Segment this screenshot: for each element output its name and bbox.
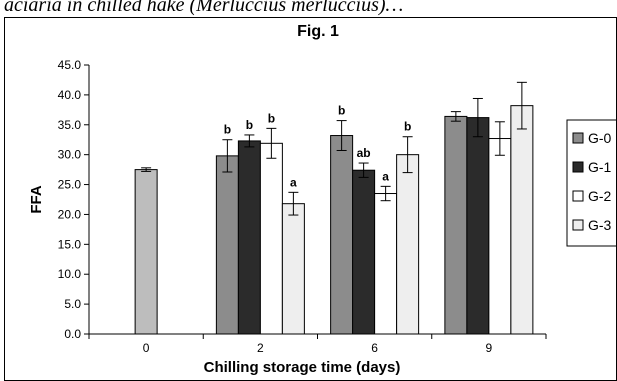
legend-label: G-3: [588, 217, 612, 233]
significance-label: ab: [357, 146, 371, 160]
legend-label: G-2: [588, 188, 612, 204]
x-tick-label: 0: [143, 341, 150, 355]
significance-label: b: [224, 123, 231, 137]
bar-g-2: [374, 193, 398, 335]
y-tick-label: 25.0: [58, 178, 82, 192]
legend-swatch: [572, 161, 584, 173]
x-tick-label: 9: [486, 341, 493, 355]
y-tick-label: 40.0: [58, 88, 82, 102]
bar-g-3: [510, 105, 534, 335]
legend-label: G-0: [588, 130, 612, 146]
y-tick-label: 20.0: [58, 207, 82, 221]
significance-label: b: [268, 111, 275, 125]
legend-swatch: [572, 132, 584, 144]
bar-g-2: [488, 138, 512, 335]
bar-g-1: [466, 117, 490, 335]
significance-label: b: [404, 120, 411, 134]
legend-swatch: [572, 190, 584, 202]
significance-label: a: [382, 169, 389, 183]
bar-g-1: [237, 140, 261, 335]
significance-label: b: [246, 118, 253, 132]
y-tick-label: 10.0: [58, 267, 82, 281]
bar-g-3: [396, 154, 420, 335]
bar-g-0: [215, 155, 239, 335]
y-axis-title: FFA: [28, 185, 45, 213]
x-tick-label: 2: [257, 341, 264, 355]
figure-caption: aciaria in chilled hake (Merluccius merl…: [4, 0, 404, 16]
y-tick-label: 45.0: [58, 58, 82, 72]
significance-label: b: [338, 104, 345, 118]
x-tick-label: 6: [371, 341, 378, 355]
y-tick-label: 30.0: [58, 148, 82, 162]
bar-g-1: [352, 169, 376, 335]
figure-frame: Fig. 1 0.0 5.0 10.0 15.0 20.0 25.0 30.0 35.0 40.0…: [4, 17, 617, 381]
legend-label: G-1: [588, 159, 612, 175]
bar-baseline: [134, 169, 158, 335]
bar-chart: Fig. 1 0.0 5.0 10.0 15.0 20.0 25.0 30.0 35.0 40.0…: [28, 23, 616, 376]
bar-g-3: [281, 203, 305, 335]
x-axis-title: Chilling storage time (days): [204, 359, 401, 376]
significance-label: a: [290, 175, 297, 189]
bar-g-0: [330, 135, 354, 335]
y-tick-label: 35.0: [58, 118, 82, 132]
bar-g-0: [444, 115, 468, 335]
y-tick-label: 0.0: [64, 327, 81, 341]
bar-g-2: [259, 142, 283, 335]
y-tick-label: 5.0: [64, 297, 81, 311]
legend-swatch: [572, 219, 584, 231]
y-tick-label: 15.0: [58, 237, 82, 251]
chart-title: Fig. 1: [297, 23, 339, 40]
